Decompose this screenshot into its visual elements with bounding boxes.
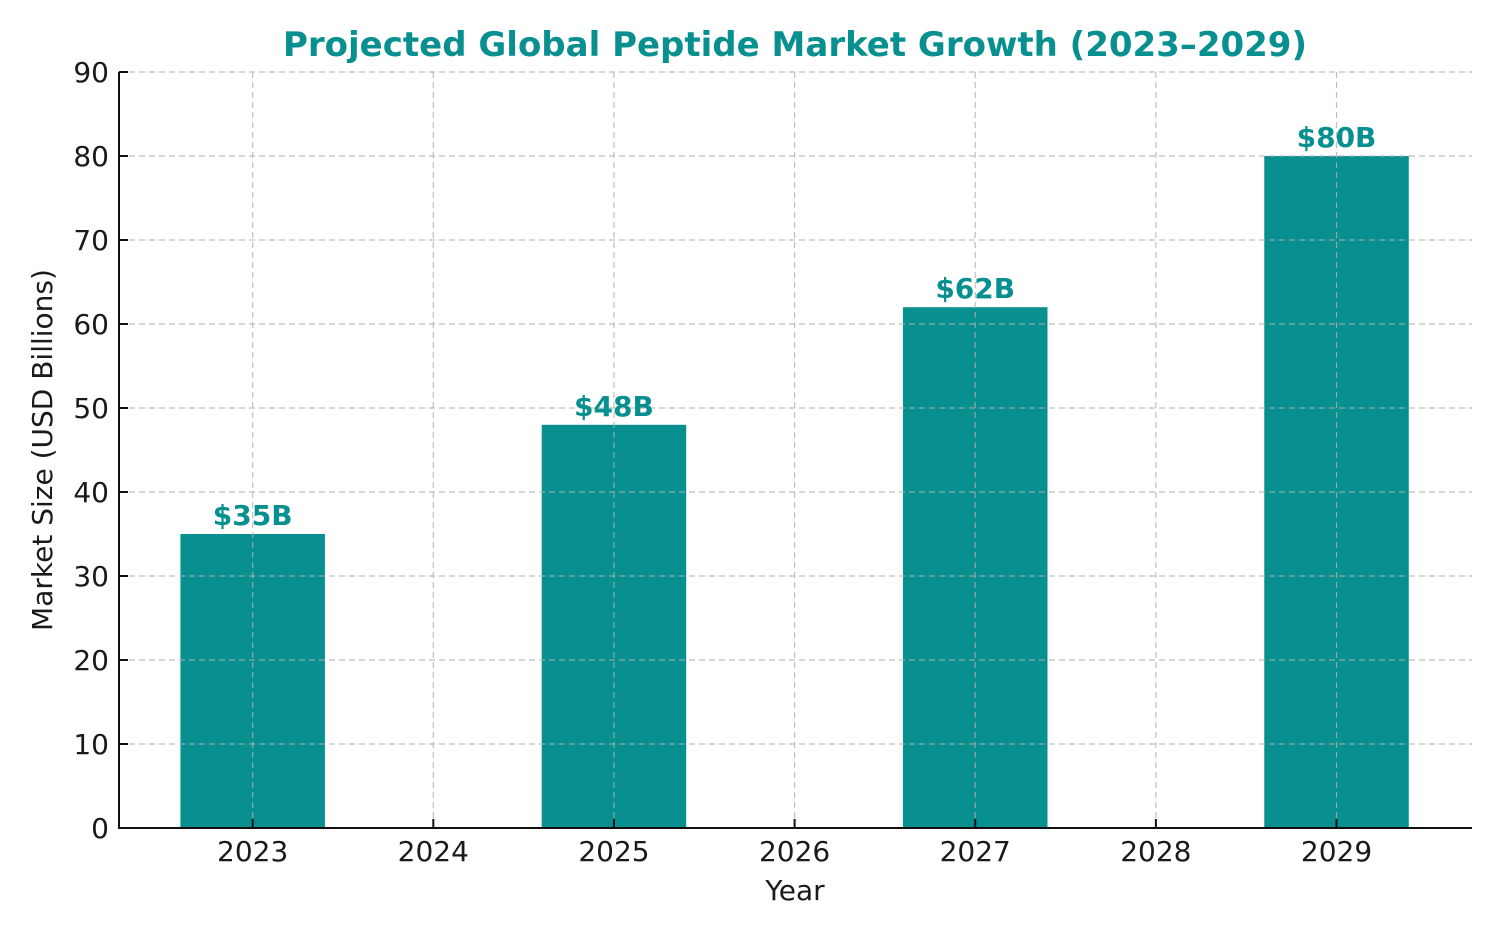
- y-tick-label: 60: [73, 308, 109, 341]
- y-tick-label: 30: [73, 560, 109, 593]
- grid-overlay: [119, 71, 1472, 828]
- data-label-2029: $80B: [1297, 121, 1377, 154]
- y-tick-label: 90: [73, 56, 109, 89]
- data-label-2027: $62B: [935, 272, 1015, 305]
- data-label-2025: $48B: [574, 390, 654, 423]
- axes: 0 10 20 30 40 50 60 70 80 90 2023 2024 2025 2026 2027 2…: [73, 56, 1472, 868]
- x-tick-label: 2029: [1301, 835, 1372, 868]
- y-tick-label: 0: [91, 812, 109, 845]
- y-tick-label: 40: [73, 476, 109, 509]
- x-tick-label: 2025: [578, 835, 649, 868]
- data-labels: $35B $48B $62B $80B: [213, 121, 1377, 532]
- data-label-2023: $35B: [213, 499, 293, 532]
- y-tick-label: 80: [73, 140, 109, 173]
- x-tick-label: 2026: [759, 835, 830, 868]
- x-tick-label: 2028: [1120, 835, 1191, 868]
- y-tick-label: 20: [73, 644, 109, 677]
- x-tick-label: 2023: [217, 835, 288, 868]
- x-tick-label: 2027: [940, 835, 1011, 868]
- y-tick-label: 10: [73, 728, 109, 761]
- y-tick-label: 70: [73, 224, 109, 257]
- x-tick-label: 2024: [398, 835, 469, 868]
- chart-title: Projected Global Peptide Market Growth (…: [283, 25, 1307, 65]
- x-axis-label: Year: [764, 874, 825, 907]
- y-tick-label: 50: [73, 392, 109, 425]
- y-axis-label: Market Size (USD Billions): [26, 269, 59, 631]
